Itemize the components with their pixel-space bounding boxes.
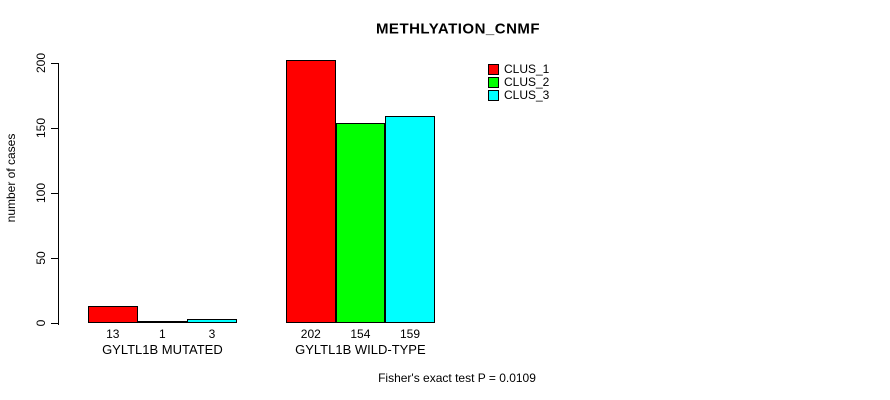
y-tick-label: 200 [34,52,48,74]
bar-value-label: 154 [350,327,371,341]
bar-CLUS_3 [385,116,435,323]
legend-row: CLUS_3 [488,88,550,102]
bar-value-label: 1 [159,327,166,341]
bar-value-label: 13 [106,327,120,341]
legend: CLUS_1 CLUS_2 CLUS_3 [488,62,550,103]
legend-row: CLUS_1 [488,62,550,76]
bar-value-label: 159 [399,327,421,341]
y-tick-label: 150 [34,117,48,139]
legend-label: CLUS_1 [504,62,550,76]
bar-CLUS_2 [336,123,385,323]
legend-label: CLUS_3 [504,88,550,102]
y-tick [51,323,58,324]
group-label: GYLTL1B WILD-TYPE [295,342,426,357]
y-tick [51,258,58,259]
legend-row: CLUS_2 [488,75,550,89]
legend-label: CLUS_2 [504,75,550,89]
y-tick-label: 0 [34,319,48,327]
bar-value-label: 202 [300,327,321,341]
y-axis-line [58,63,59,325]
y-tick [51,193,58,194]
bar-CLUS_2 [138,321,187,323]
y-axis-label: number of cases [4,133,18,223]
legend-swatch [488,77,499,88]
y-tick-label: 100 [34,182,48,204]
fisher-test-note: Fisher's exact test P = 0.0109 [378,371,536,385]
chart-title: METHLYATION_CNMF [375,20,541,38]
legend-swatch [488,90,499,101]
bar-CLUS_1 [88,306,138,323]
y-tick [51,63,58,64]
bar-CLUS_3 [187,319,237,323]
bar-CLUS_1 [286,60,336,323]
y-tick-label: 50 [34,251,48,265]
group-label: GYLTL1B MUTATED [102,342,223,357]
legend-swatch [488,64,499,75]
bar-value-label: 3 [208,327,216,341]
y-tick [51,128,58,129]
